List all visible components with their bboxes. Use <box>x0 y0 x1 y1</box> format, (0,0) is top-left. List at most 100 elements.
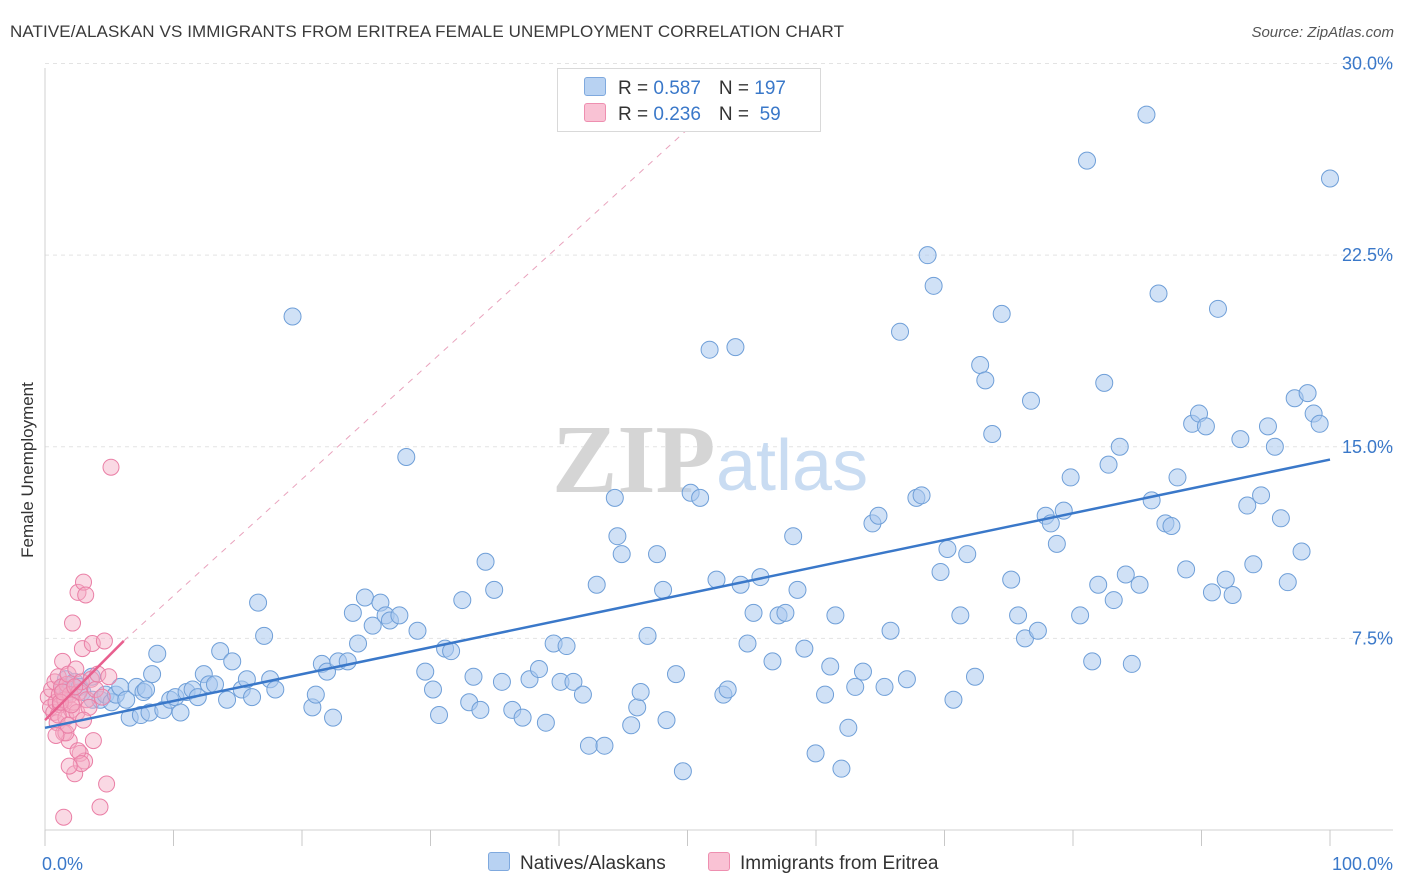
eritrea-point-21 <box>65 693 83 711</box>
natives-point-115 <box>806 744 825 763</box>
natives-point-106 <box>738 634 757 653</box>
natives-point-133 <box>931 562 950 581</box>
watermark: ZIP atlas <box>552 406 868 514</box>
watermark-atlas: atlas <box>716 426 868 506</box>
natives-point-54 <box>363 616 382 635</box>
natives-point-21 <box>143 665 162 684</box>
natives-point-173 <box>1196 417 1215 436</box>
eritrea-point-32 <box>77 586 95 604</box>
eritrea-trend-line <box>44 640 125 722</box>
natives-point-140 <box>976 371 995 390</box>
eritrea-point-41 <box>93 688 111 706</box>
axes <box>44 68 1393 846</box>
natives-point-135 <box>944 690 963 709</box>
natives-point-134 <box>938 539 957 558</box>
natives-point-121 <box>846 677 865 696</box>
natives-point-38 <box>243 688 262 707</box>
natives-point-163 <box>1130 575 1149 594</box>
natives-point-130 <box>912 486 931 505</box>
eritrea-point-43 <box>98 775 116 793</box>
eritrea-point-40 <box>91 798 109 816</box>
natives-point-190 <box>1310 414 1329 433</box>
natives-point-175 <box>1208 299 1227 318</box>
natives-point-158 <box>1099 455 1118 474</box>
natives-point-191 <box>1321 169 1339 188</box>
natives-point-92 <box>638 626 657 645</box>
natives-point-95 <box>657 711 676 730</box>
eritrea-point-45 <box>102 458 120 476</box>
natives-point-185 <box>1278 573 1297 592</box>
natives-point-180 <box>1244 555 1263 574</box>
legend-swatch-blue <box>584 77 606 96</box>
natives-point-120 <box>839 718 858 737</box>
natives-point-161 <box>1116 565 1135 584</box>
natives-point-53 <box>355 588 374 607</box>
natives-point-153 <box>1071 606 1090 625</box>
natives-point-45 <box>306 685 325 704</box>
natives-point-170 <box>1177 560 1196 579</box>
natives-point-160 <box>1110 437 1129 456</box>
natives-point-99 <box>691 488 710 507</box>
natives-point-96 <box>666 665 685 684</box>
natives-point-43 <box>283 307 302 326</box>
natives-point-72 <box>492 672 511 691</box>
natives-point-157 <box>1095 373 1114 392</box>
natives-point-39 <box>249 593 268 612</box>
legend-n-natives: 197 <box>754 78 786 99</box>
legend-row-eritrea: R = 0.236 N = 59 <box>584 103 781 127</box>
natives-point-154 <box>1078 151 1097 170</box>
natives-point-40 <box>255 626 274 645</box>
natives-point-107 <box>744 603 763 622</box>
natives-point-164 <box>1137 105 1156 124</box>
natives-point-74 <box>513 708 532 727</box>
natives-point-85 <box>595 736 614 755</box>
tick-labels: 7.5% 15.0% 22.5% 30.0% 0.0% 100.0% <box>42 54 1393 874</box>
eritrea-point-53 <box>69 742 87 760</box>
natives-point-136 <box>951 606 970 625</box>
natives-point-143 <box>1002 570 1021 589</box>
natives-point-169 <box>1168 468 1187 487</box>
eritrea-point-30 <box>75 573 92 591</box>
natives-point-90 <box>628 698 647 717</box>
natives-point-114 <box>795 639 814 658</box>
natives-point-42 <box>266 680 285 699</box>
natives-point-80 <box>557 637 576 656</box>
natives-point-50 <box>338 652 357 671</box>
eritrea-point-57 <box>55 808 73 826</box>
eritrea-point-20 <box>64 614 81 632</box>
natives-point-112 <box>784 527 803 546</box>
natives-point-124 <box>869 506 888 525</box>
natives-point-146 <box>1021 391 1040 410</box>
natives-point-182 <box>1258 417 1277 436</box>
natives-point-188 <box>1298 384 1317 403</box>
x-tick-label-1: 100.0% <box>1332 854 1393 874</box>
bottom-swatch-blue <box>488 852 510 871</box>
natives-point-100 <box>700 340 719 359</box>
natives-point-138 <box>965 667 984 686</box>
natives-point-69 <box>471 700 490 719</box>
natives-point-89 <box>622 716 641 735</box>
natives-point-150 <box>1047 534 1066 553</box>
natives-point-59 <box>397 447 416 466</box>
natives-point-104 <box>726 338 745 357</box>
natives-point-33 <box>211 642 230 661</box>
chart-title: NATIVE/ALASKAN VS IMMIGRANTS FROM ERITRE… <box>10 22 845 41</box>
natives-point-84 <box>587 575 606 594</box>
natives-point-126 <box>881 621 900 640</box>
natives-point-174 <box>1202 583 1221 602</box>
eritrea-point-11 <box>54 652 72 670</box>
eritrea-point-42 <box>95 632 113 650</box>
natives-point-139 <box>971 356 990 375</box>
y-tick-label-3: 30.0% <box>1342 54 1393 74</box>
trend-lines <box>44 117 1331 730</box>
legend-n-eritrea: 59 <box>754 104 781 125</box>
natives-point-82 <box>573 685 592 704</box>
legend: R = 0.587 N = 197 R = 0.236 N = 59 <box>557 68 821 132</box>
natives-point-166 <box>1149 284 1168 303</box>
y-tick-label-2: 22.5% <box>1342 245 1393 265</box>
natives-point-70 <box>476 552 495 571</box>
eritrea-point-23 <box>67 660 85 678</box>
natives-point-111 <box>776 603 795 622</box>
natives-point-147 <box>1028 621 1047 640</box>
